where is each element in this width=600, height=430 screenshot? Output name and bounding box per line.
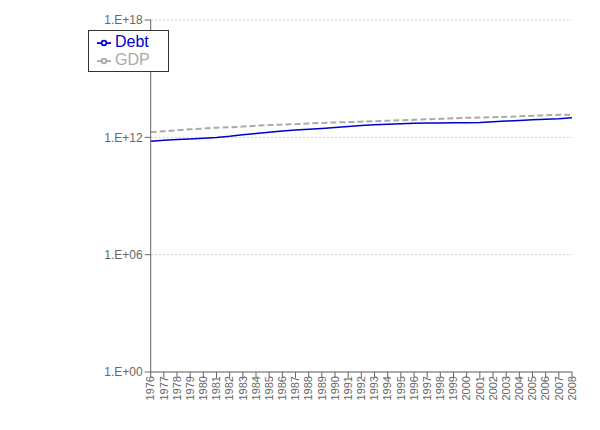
svg-text:2000: 2000 — [460, 376, 472, 400]
svg-text:2005: 2005 — [526, 376, 538, 400]
html-text:GDP: GDP — [115, 51, 150, 68]
svg-text:1988: 1988 — [302, 376, 314, 400]
svg-text:1987: 1987 — [289, 376, 301, 400]
svg-text:1982: 1982 — [223, 376, 235, 400]
svg-text:1999: 1999 — [447, 376, 459, 400]
svg-text:1989: 1989 — [316, 376, 328, 400]
svg-text:1976: 1976 — [144, 376, 156, 400]
svg-text:1983: 1983 — [237, 376, 249, 400]
svg-text:1.E+18: 1.E+18 — [104, 13, 143, 27]
svg-text:2003: 2003 — [500, 376, 512, 400]
svg-text:1998: 1998 — [434, 376, 446, 400]
svg-text:1.E+00: 1.E+00 — [104, 365, 143, 379]
svg-text:1985: 1985 — [263, 376, 275, 400]
svg-text:1.E+06: 1.E+06 — [104, 248, 143, 262]
svg-text:1997: 1997 — [421, 376, 433, 400]
svg-text:2006: 2006 — [539, 376, 551, 400]
svg-text:1979: 1979 — [184, 376, 196, 400]
svg-text:1981: 1981 — [210, 376, 222, 400]
svg-text:1994: 1994 — [381, 376, 393, 400]
svg-text:2007: 2007 — [553, 376, 565, 400]
svg-text:1991: 1991 — [342, 376, 354, 400]
svg-text:1978: 1978 — [171, 376, 183, 400]
svg-text:1986: 1986 — [276, 376, 288, 400]
svg-text:1977: 1977 — [158, 376, 170, 400]
svg-text:2001: 2001 — [474, 376, 486, 400]
svg-text:1995: 1995 — [395, 376, 407, 400]
html-text:Debt: Debt — [115, 33, 149, 50]
svg-text:1984: 1984 — [250, 376, 262, 400]
svg-text:1990: 1990 — [329, 376, 341, 400]
svg-text:1992: 1992 — [355, 376, 367, 400]
svg-text:1996: 1996 — [408, 376, 420, 400]
svg-text:2004: 2004 — [513, 376, 525, 400]
svg-text:2008: 2008 — [566, 376, 578, 400]
svg-text:1.E+12: 1.E+12 — [104, 131, 143, 145]
svg-text:2002: 2002 — [487, 376, 499, 400]
svg-text:1993: 1993 — [368, 376, 380, 400]
svg-text:1980: 1980 — [197, 376, 209, 400]
